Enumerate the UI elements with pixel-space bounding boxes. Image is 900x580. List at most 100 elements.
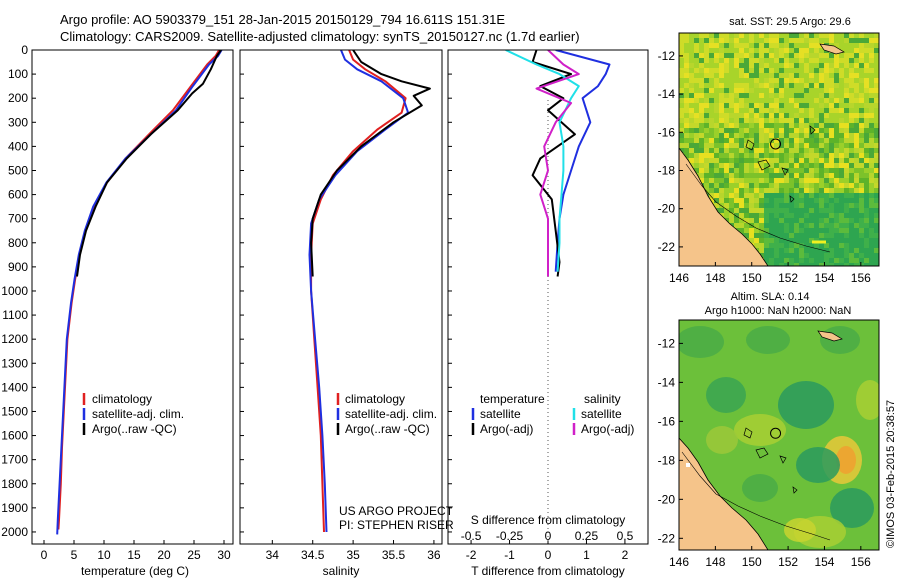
sst-cell xyxy=(804,38,809,43)
header-line1: Argo profile: AO 5903379_151 28-Jan-2015… xyxy=(60,12,505,27)
sst-cell xyxy=(759,98,764,103)
sst-cell xyxy=(749,43,754,48)
sst-cell xyxy=(829,218,834,223)
sst-cell xyxy=(774,238,779,243)
sst-cell xyxy=(849,158,854,163)
sst-cell xyxy=(829,78,834,83)
sst-cell xyxy=(789,38,794,43)
sst-cell xyxy=(739,68,744,73)
sst-cell xyxy=(814,108,819,113)
sst-cell xyxy=(849,183,854,188)
sst-cell xyxy=(844,218,849,223)
sst-cell xyxy=(874,158,879,163)
sst-cell xyxy=(789,178,794,183)
sst-cell xyxy=(764,248,769,253)
sst-cell xyxy=(859,178,864,183)
sst-cell xyxy=(859,153,864,158)
sst-cell xyxy=(719,78,724,83)
sst-cell xyxy=(864,193,869,198)
sst-cell xyxy=(759,48,764,53)
sst-cell xyxy=(854,93,859,98)
sst-cell xyxy=(804,63,809,68)
sst-cell xyxy=(784,53,789,58)
sst-cell xyxy=(874,63,879,68)
sst-cell xyxy=(869,158,874,163)
sst-cell xyxy=(859,208,864,213)
sst-cell xyxy=(824,153,829,158)
sst-cell xyxy=(849,88,854,93)
sst-cell xyxy=(834,78,839,83)
sst-cell xyxy=(724,53,729,58)
sst-cell xyxy=(839,138,844,143)
sst-cell xyxy=(824,163,829,168)
sst-cell xyxy=(734,138,739,143)
sst-cell xyxy=(844,63,849,68)
depth-tick-label: 1400 xyxy=(1,380,28,394)
sst-cell xyxy=(874,168,879,173)
sst-cell xyxy=(824,193,829,198)
sst-cell xyxy=(829,263,834,266)
sst-cell xyxy=(709,58,714,63)
sst-cell xyxy=(704,58,709,63)
sst-cell xyxy=(829,248,834,253)
sst-cell xyxy=(859,98,864,103)
sst-cell xyxy=(684,48,689,53)
sst-cell xyxy=(859,123,864,128)
sst-cell xyxy=(814,123,819,128)
sst-cell xyxy=(839,108,844,113)
sst-cell xyxy=(684,103,689,108)
sst-cell xyxy=(849,148,854,153)
sst-cell xyxy=(729,103,734,108)
sst-cell xyxy=(814,33,819,38)
sst-cell xyxy=(854,193,859,198)
sst-cell xyxy=(834,233,839,238)
sst-cell xyxy=(789,48,794,53)
sst-cell xyxy=(774,53,779,58)
sst-cell xyxy=(739,158,744,163)
sst-cell xyxy=(759,168,764,173)
sst-cell xyxy=(759,193,764,198)
sst-cell xyxy=(819,113,824,118)
sst-cell xyxy=(874,78,879,83)
difference-lines xyxy=(505,50,611,544)
sst-cell xyxy=(849,178,854,183)
sst-cell xyxy=(784,223,789,228)
sst-cell xyxy=(734,148,739,153)
sst-cell xyxy=(719,193,724,198)
sst-cell xyxy=(759,208,764,213)
sst-cell xyxy=(839,178,844,183)
sst-cell xyxy=(759,233,764,238)
sst-cell xyxy=(709,113,714,118)
sst-cell xyxy=(824,263,829,266)
sst-cell xyxy=(749,208,754,213)
sst-cell xyxy=(764,78,769,83)
sst-cell xyxy=(774,223,779,228)
sst-cell xyxy=(829,108,834,113)
sst-cell xyxy=(694,138,699,143)
sst-cell xyxy=(864,178,869,183)
sst-cell xyxy=(819,173,824,178)
sst-cell xyxy=(804,88,809,93)
sst-cell xyxy=(814,228,819,233)
sst-cell xyxy=(754,53,759,58)
sst-cell xyxy=(839,248,844,253)
sst-cell xyxy=(799,138,804,143)
sst-cell xyxy=(769,193,774,198)
sst-cell xyxy=(839,203,844,208)
sst-cell xyxy=(779,118,784,123)
sst-cell xyxy=(754,208,759,213)
sst-cell xyxy=(709,78,714,83)
sst-cell xyxy=(854,168,859,173)
sst-cell xyxy=(849,168,854,173)
difference-frame xyxy=(447,49,649,545)
sst-cell xyxy=(819,33,824,38)
sst-cell xyxy=(814,248,819,253)
sst-cell xyxy=(849,83,854,88)
sst-cell xyxy=(789,93,794,98)
sst-cell xyxy=(784,253,789,258)
sst-cell xyxy=(779,48,784,53)
sst-cell xyxy=(784,228,789,233)
sst-cell xyxy=(824,83,829,88)
sst-cell xyxy=(719,123,724,128)
sst-cell xyxy=(689,53,694,58)
